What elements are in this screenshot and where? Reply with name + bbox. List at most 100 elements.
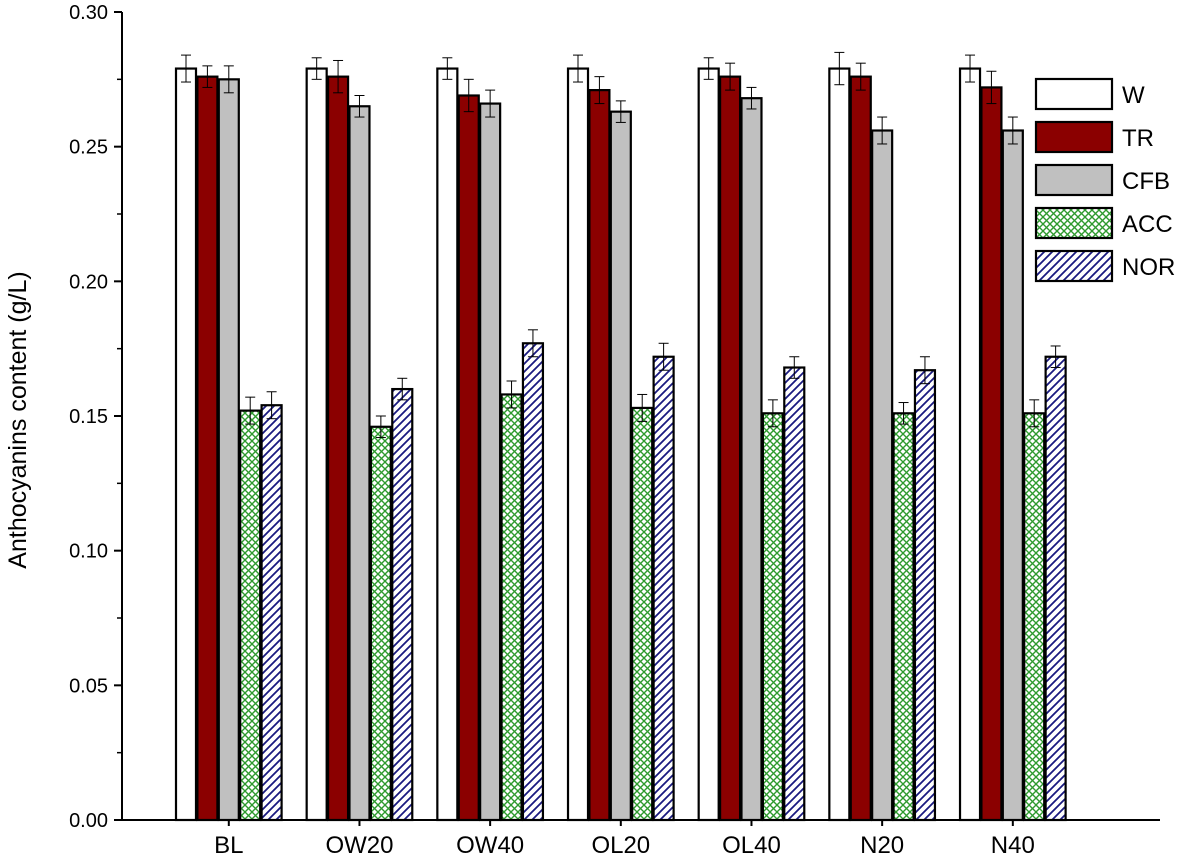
legend-label-w: W	[1122, 82, 1145, 109]
legend-label-nor: NOR	[1122, 254, 1175, 281]
x-tick-label-n20: N20	[860, 832, 904, 857]
bar-nor-ol20	[652, 355, 675, 822]
bar-tr-ol20	[588, 89, 611, 822]
bar-w-n40	[958, 67, 982, 822]
y-tick-label: 0.10	[69, 541, 108, 563]
error-bar-cfb-n20	[877, 116, 888, 145]
bar-nor-bl	[260, 404, 283, 822]
legend-label-tr: TR	[1122, 125, 1154, 152]
bar-nor-n20	[913, 369, 937, 822]
bar-w-ow40	[436, 67, 459, 822]
error-bar-w-ow20	[311, 57, 322, 80]
bar-group-ow40	[436, 57, 545, 822]
error-bar-nor-ow20	[397, 377, 408, 401]
x-tick-label-bl: BL	[214, 832, 243, 857]
bar-acc-ow20	[369, 425, 392, 822]
bar-group-ow20	[305, 57, 414, 822]
bar-group-ol40	[697, 57, 806, 822]
bar-tr-n40	[980, 86, 1003, 822]
axes-layer: 0.00 0.05 0.10 0.15 0.20 0.25 0.30 BL OW20 OW40 OL…	[69, 2, 1160, 857]
bar-acc-bl	[239, 409, 262, 822]
y-tick-label: 0.20	[69, 271, 108, 293]
error-bar-acc-n20	[898, 402, 909, 425]
bar-nor-ow20	[391, 387, 414, 822]
bar-cfb-n20	[871, 129, 894, 822]
bar-tr-ow40	[457, 94, 480, 822]
error-bar-nor-n40	[1050, 345, 1061, 369]
legend-item-cfb: CFB	[1034, 163, 1170, 197]
error-bar-tr-n40	[986, 70, 997, 105]
bar-w-ol20	[566, 67, 590, 822]
error-bar-nor-n20	[919, 356, 930, 385]
error-bar-cfb-bl	[223, 65, 234, 94]
bar-group-ol20	[566, 54, 675, 822]
bar-acc-n40	[1023, 412, 1046, 822]
legend-item-w: W	[1034, 77, 1145, 111]
bar-acc-n20	[892, 412, 915, 822]
bar-nor-ow40	[521, 342, 545, 822]
bar-cfb-n40	[1001, 129, 1024, 822]
error-bar-tr-ow40	[463, 78, 474, 113]
error-bar-acc-n40	[1029, 399, 1040, 428]
x-tick-label-n40: N40	[991, 832, 1035, 857]
bar-w-n20	[828, 67, 851, 822]
y-tick-label: 0.05	[69, 675, 108, 697]
error-bar-w-n40	[965, 54, 976, 83]
x-tick-label-ow40: OW40	[456, 832, 524, 857]
error-bar-w-ol40	[703, 57, 714, 80]
error-bar-cfb-ow20	[354, 94, 365, 118]
error-bar-acc-ow40	[506, 380, 517, 409]
bar-cfb-bl	[217, 78, 240, 822]
error-bar-w-bl	[181, 54, 191, 83]
y-tick-label: 0.25	[69, 137, 108, 159]
error-bar-tr-ol20	[594, 76, 605, 105]
error-bar-cfb-ol40	[746, 86, 757, 110]
bar-acc-ow40	[500, 393, 523, 822]
legend-swatch-acc	[1034, 206, 1114, 240]
legend-label-acc: ACC	[1122, 211, 1173, 238]
bar-group-n40	[958, 54, 1067, 822]
bar-tr-n20	[849, 75, 872, 822]
bar-tr-ol40	[718, 75, 742, 822]
bar-acc-ol20	[631, 406, 654, 822]
error-bar-tr-ol40	[725, 62, 736, 91]
error-bar-nor-ol20	[658, 342, 669, 371]
error-bar-acc-ol40	[767, 399, 778, 428]
y-axis-title: Anthocyanins content (g/L)	[4, 271, 32, 568]
bar-tr-ow20	[326, 75, 350, 822]
legend: W TR CFB ACC NOR	[1034, 77, 1175, 283]
bar-cfb-ow20	[348, 105, 371, 822]
error-bar-w-ol20	[573, 54, 584, 83]
error-bar-nor-bl	[266, 391, 277, 420]
x-tick-label-ow20: OW20	[325, 832, 393, 857]
error-bar-acc-ow20	[375, 415, 386, 439]
y-tick-label: 0.15	[69, 406, 108, 428]
error-bar-tr-ow20	[333, 59, 344, 94]
bar-group-bl	[174, 54, 283, 822]
error-bar-nor-ow40	[527, 329, 538, 358]
bar-w-ow20	[305, 67, 328, 822]
error-bar-nor-ol40	[789, 356, 800, 379]
bar-tr-bl	[196, 75, 219, 822]
legend-label-cfb: CFB	[1122, 168, 1170, 195]
legend-item-nor: NOR	[1034, 249, 1175, 283]
error-bar-cfb-ol20	[615, 100, 626, 123]
bar-nor-ol40	[783, 366, 806, 822]
x-tick-label-ol20: OL20	[591, 832, 650, 857]
error-bar-w-n20	[834, 51, 845, 86]
legend-swatch-w	[1034, 77, 1114, 111]
error-bar-tr-n20	[855, 62, 866, 91]
error-bar-cfb-n40	[1007, 116, 1018, 145]
legend-item-acc: ACC	[1034, 206, 1173, 240]
bar-cfb-ol40	[740, 97, 763, 822]
bar-w-bl	[174, 67, 198, 822]
error-bar-tr-bl	[202, 65, 213, 88]
error-bar-acc-bl	[245, 396, 256, 425]
error-bar-w-ow40	[442, 57, 453, 80]
legend-swatch-tr	[1034, 120, 1114, 154]
bar-acc-ol40	[761, 412, 784, 822]
error-bar-cfb-ow40	[485, 89, 496, 118]
bar-w-ol40	[697, 67, 720, 822]
